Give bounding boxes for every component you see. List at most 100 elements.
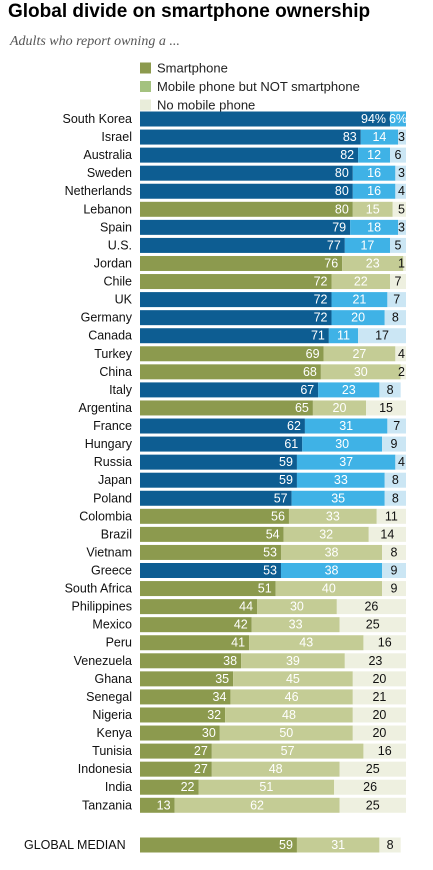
chart-title: Global divide on smartphone ownership — [8, 1, 371, 22]
row-chile-value-smartphone: 72 — [314, 275, 328, 289]
median-bar-mobile-phone-but-not-smartphone — [296, 837, 380, 853]
row-senegal-value-mobile-phone-but-not-smartphone: 46 — [285, 690, 299, 704]
row-canada-value-no-mobile-phone: 17 — [375, 329, 389, 343]
row-sweden-value-mobile-phone-but-not-smartphone: 16 — [367, 166, 381, 180]
row-tanzania-bar-no-mobile-phone — [339, 797, 406, 813]
row-mexico-value-no-mobile-phone: 25 — [366, 618, 380, 632]
row-indonesia-bar-mobile-phone-but-not-smartphone — [211, 761, 340, 777]
row-venezuela-bar-no-mobile-phone — [344, 653, 406, 669]
row-venezuela-bar-smartphone — [140, 653, 242, 669]
row-france-bar-smartphone — [140, 418, 305, 434]
row-france-value-mobile-phone-but-not-smartphone: 31 — [339, 419, 353, 433]
row-tunisia-value-smartphone: 27 — [194, 744, 208, 758]
row-chile-label: Chile — [104, 275, 133, 289]
median-value-mobile-phone-but-not-smartphone: 31 — [331, 838, 345, 852]
legend-swatch-smartphone — [140, 62, 151, 74]
row-brazil-bar-no-mobile-phone — [368, 526, 406, 542]
median-bar-no-mobile-phone — [379, 837, 401, 853]
row-vietnam-bar-mobile-phone-but-not-smartphone — [280, 544, 383, 560]
row-tanzania-value-no-mobile-phone: 25 — [366, 798, 380, 812]
row-spain-bar-mobile-phone-but-not-smartphone — [350, 219, 399, 235]
row-australia-bar-smartphone — [140, 147, 359, 163]
row-argentina-bar-no-mobile-phone — [366, 400, 406, 416]
row-indonesia-bar-smartphone — [140, 761, 212, 777]
legend-label-mobile-phone-but-not-smartphone: Mobile phone but NOT smartphone — [157, 79, 360, 94]
row-russia-value-smartphone: 59 — [279, 455, 293, 469]
row-germany-value-mobile-phone-but-not-smartphone: 20 — [351, 311, 365, 325]
row-israel-value-mobile-phone-but-not-smartphone: 14 — [372, 130, 386, 144]
row-philippines-value-mobile-phone-but-not-smartphone: 30 — [290, 600, 304, 614]
row-vietnam-bar-no-mobile-phone — [382, 544, 406, 560]
row-china-value-smartphone: 68 — [303, 365, 317, 379]
row-ghana-bar-smartphone — [140, 671, 234, 687]
row-uk-value-no-mobile-phone: 7 — [393, 293, 400, 307]
row-sweden-label: Sweden — [87, 166, 132, 180]
row-china-bar-smartphone — [140, 364, 321, 380]
row-peru-value-no-mobile-phone: 16 — [378, 636, 392, 650]
row-u-s-value-no-mobile-phone: 5 — [395, 238, 402, 252]
row-senegal-label: Senegal — [86, 690, 132, 704]
row-japan-label: Japan — [98, 473, 132, 487]
row-uk-bar-smartphone — [140, 292, 332, 308]
row-australia-bar-mobile-phone-but-not-smartphone — [358, 147, 391, 163]
row-japan-value-no-mobile-phone: 8 — [392, 473, 399, 487]
median-label: GLOBAL MEDIAN — [24, 838, 126, 852]
row-colombia-value-smartphone: 56 — [271, 509, 285, 523]
row-russia-bar-smartphone — [140, 454, 297, 470]
row-mexico-bar-mobile-phone-but-not-smartphone — [251, 617, 340, 633]
row-tunisia-bar-no-mobile-phone — [363, 743, 406, 759]
row-south-africa-label: South Africa — [65, 582, 132, 596]
row-greece-value-mobile-phone-but-not-smartphone: 38 — [325, 564, 339, 578]
row-tanzania-bar-mobile-phone-but-not-smartphone — [174, 797, 340, 813]
row-brazil-value-smartphone: 54 — [266, 527, 280, 541]
row-canada-bar-smartphone — [140, 328, 329, 344]
median-value-no-mobile-phone: 8 — [387, 838, 394, 852]
row-spain-value-smartphone: 79 — [332, 220, 346, 234]
row-mexico-label: Mexico — [92, 618, 132, 632]
row-hungary-value-smartphone: 61 — [284, 437, 298, 451]
row-kenya-bar-no-mobile-phone — [352, 725, 406, 741]
row-venezuela-value-smartphone: 38 — [223, 654, 237, 668]
row-south-korea-bar-smartphone — [140, 111, 391, 127]
row-senegal-value-no-mobile-phone: 21 — [372, 690, 386, 704]
row-italy-bar-mobile-phone-but-not-smartphone — [318, 382, 380, 398]
row-netherlands-value-no-mobile-phone: 4 — [398, 184, 405, 198]
row-tanzania-bar-smartphone — [140, 797, 175, 813]
row-tunisia-value-mobile-phone-but-not-smartphone: 57 — [281, 744, 295, 758]
row-hungary-bar-smartphone — [140, 436, 303, 452]
row-senegal-bar-no-mobile-phone — [352, 689, 406, 705]
row-vietnam-value-smartphone: 53 — [263, 545, 277, 559]
row-colombia-bar-no-mobile-phone — [376, 508, 406, 524]
row-russia-value-mobile-phone-but-not-smartphone: 37 — [339, 455, 353, 469]
row-israel-bar-smartphone — [140, 129, 361, 145]
row-poland-bar-no-mobile-phone — [384, 490, 406, 506]
row-ghana-value-smartphone: 35 — [215, 672, 229, 686]
row-india-label: India — [105, 780, 132, 794]
row-poland-value-no-mobile-phone: 8 — [392, 491, 399, 505]
row-germany-bar-no-mobile-phone — [384, 310, 406, 326]
row-mexico-bar-no-mobile-phone — [339, 617, 406, 633]
row-australia-value-mobile-phone-but-not-smartphone: 12 — [367, 148, 381, 162]
row-venezuela-value-mobile-phone-but-not-smartphone: 39 — [286, 654, 300, 668]
row-greece-bar-no-mobile-phone — [382, 563, 406, 578]
row-nigeria-value-smartphone: 32 — [207, 708, 221, 722]
row-indonesia-value-smartphone: 27 — [194, 762, 208, 776]
row-canada-value-mobile-phone-but-not-smartphone: 11 — [337, 329, 350, 343]
chart-subtitle: Adults who report owning a ... — [10, 34, 180, 49]
legend-swatch-mobile-phone-but-not-smartphone — [140, 81, 151, 92]
row-kenya-bar-mobile-phone-but-not-smartphone — [219, 725, 353, 741]
row-israel-value-smartphone: 83 — [343, 130, 357, 144]
row-argentina-value-mobile-phone-but-not-smartphone: 20 — [333, 401, 347, 415]
row-u-s-bar-smartphone — [140, 237, 345, 253]
row-japan-bar-smartphone — [140, 472, 297, 488]
row-colombia-value-mobile-phone-but-not-smartphone: 33 — [326, 509, 340, 523]
row-hungary-bar-no-mobile-phone — [382, 436, 406, 452]
row-france-value-smartphone: 62 — [287, 419, 301, 433]
row-japan-value-mobile-phone-but-not-smartphone: 33 — [334, 473, 348, 487]
row-nigeria-label: Nigeria — [92, 708, 132, 722]
row-argentina-value-smartphone: 65 — [295, 401, 309, 415]
row-italy-value-no-mobile-phone: 8 — [387, 383, 394, 397]
row-lebanon-value-mobile-phone-but-not-smartphone: 15 — [366, 202, 380, 216]
row-argentina-label: Argentina — [78, 401, 132, 415]
